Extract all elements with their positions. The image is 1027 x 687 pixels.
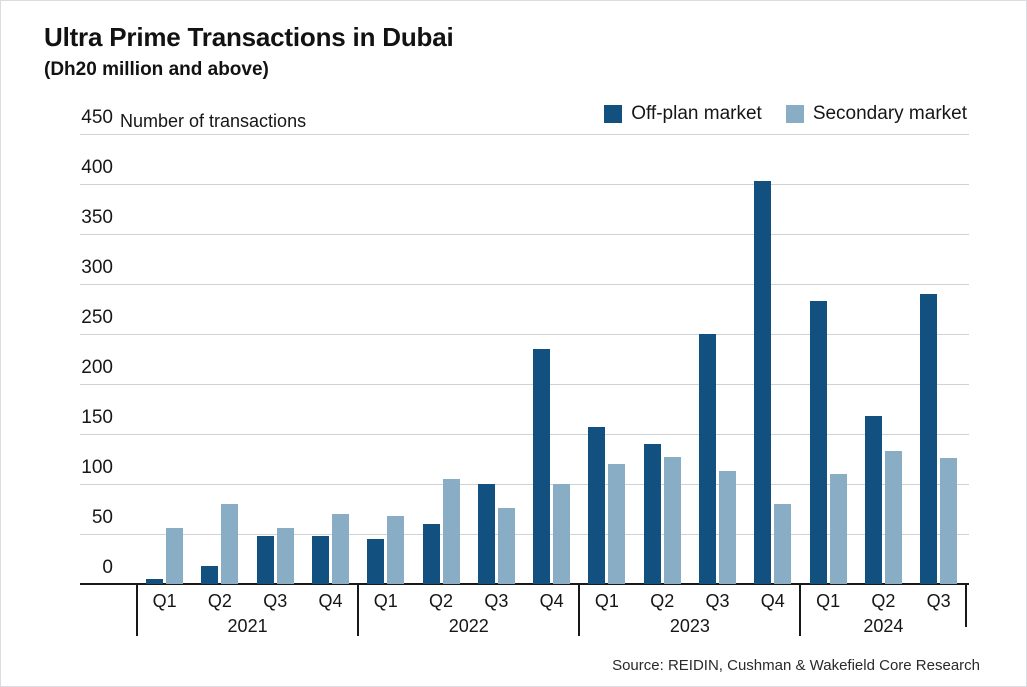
year-divider (965, 584, 968, 627)
gridline-150 (80, 434, 969, 435)
year-divider (136, 584, 138, 636)
chart-subtitle: (Dh20 million and above) (44, 59, 269, 80)
bar-secondary-2024-q1 (829, 474, 847, 584)
quarter-label-2021-Q4: Q4 (318, 591, 343, 611)
year-label-2022: 2022 (448, 616, 489, 636)
gridline-400 (80, 184, 969, 185)
bar-secondary-2023-q3 (719, 471, 737, 584)
y-tick-label-400: 400 (81, 157, 113, 178)
quarter-label-2022-Q3: Q3 (484, 591, 509, 611)
bar-secondary-2023-q2 (663, 457, 681, 584)
quarter-label-2024-Q2: Q2 (871, 591, 896, 611)
y-tick-label-50: 50 (91, 507, 113, 528)
quarter-label-2023-Q1: Q1 (594, 591, 619, 611)
bar-offplan-2024-q3 (920, 294, 938, 584)
legend-label-offplan: Off-plan market (631, 103, 762, 124)
secondary-swatch-icon (785, 105, 804, 123)
quarter-label-2024-Q3: Q3 (926, 591, 951, 611)
gridline-200 (80, 384, 969, 385)
quarter-label-2022-Q2: Q2 (429, 591, 454, 611)
bar-offplan-2023-q2 (643, 444, 661, 584)
bar-secondary-2021-q1 (166, 528, 184, 584)
bar-secondary-2021-q3 (276, 528, 294, 584)
bar-offplan-2023-q4 (754, 181, 772, 584)
bar-offplan-2021-q2 (201, 566, 219, 584)
gridline-250 (80, 334, 969, 335)
year-divider (357, 584, 360, 636)
bar-offplan-2022-q1 (367, 539, 385, 584)
year-divider (799, 584, 802, 636)
quarter-label-2022-Q4: Q4 (539, 591, 564, 611)
x-axis-line (80, 583, 969, 585)
bar-secondary-2024-q2 (884, 451, 902, 584)
bar-offplan-2022-q3 (477, 484, 495, 584)
bar-secondary-2024-q3 (940, 458, 958, 584)
y-tick-label-200: 200 (81, 357, 113, 378)
quarter-label-2023-Q4: Q4 (760, 591, 785, 611)
bar-secondary-2023-q4 (774, 504, 792, 584)
bar-offplan-2024-q1 (809, 301, 827, 584)
gridline-450 (80, 134, 969, 135)
y-tick-label-100: 100 (81, 457, 113, 478)
legend-item-secondary: Secondary market (785, 103, 967, 125)
bar-secondary-2022-q1 (387, 516, 405, 584)
year-label-2024: 2024 (863, 616, 904, 636)
quarter-label-2023-Q3: Q3 (705, 591, 730, 611)
bar-secondary-2022-q4 (553, 484, 571, 584)
gridline-350 (80, 234, 969, 235)
bar-secondary-2021-q2 (221, 504, 239, 584)
bar-secondary-2021-q4 (332, 514, 350, 584)
bar-offplan-2021-q4 (312, 536, 330, 584)
bar-offplan-2021-q1 (146, 579, 164, 584)
bar-offplan-2022-q4 (533, 349, 551, 584)
bar-offplan-2022-q2 (422, 524, 440, 584)
gridline-100 (80, 484, 969, 485)
y-axis-title: Number of transactions (120, 111, 307, 131)
quarter-label-2023-Q2: Q2 (650, 591, 675, 611)
y-tick-label-150: 150 (81, 407, 113, 428)
quarter-label-2021-Q1: Q1 (152, 591, 177, 611)
quarter-label-2021-Q3: Q3 (263, 591, 288, 611)
gridline-50 (80, 534, 969, 535)
bar-secondary-2022-q2 (442, 479, 460, 584)
year-divider (578, 584, 581, 636)
legend-item-offplan: Off-plan market (604, 103, 762, 125)
bar-secondary-2023-q1 (608, 464, 626, 584)
y-tick-label-300: 300 (81, 257, 113, 278)
y-tick-label-250: 250 (81, 307, 113, 328)
quarter-label-2021-Q2: Q2 (207, 591, 232, 611)
bar-offplan-2023-q1 (588, 427, 606, 584)
y-tick-label-450: 450 (81, 107, 113, 128)
legend: Off-plan market Secondary market (604, 103, 967, 125)
year-label-2021: 2021 (227, 616, 268, 636)
bar-offplan-2021-q3 (256, 536, 274, 584)
quarter-label-2022-Q1: Q1 (373, 591, 398, 611)
gridline-300 (80, 284, 969, 285)
bar-secondary-2022-q3 (497, 508, 515, 584)
legend-label-secondary: Secondary market (812, 103, 967, 124)
source-note: Source: REIDIN, Cushman & Wakefield Core… (612, 657, 980, 674)
bar-offplan-2024-q2 (864, 416, 882, 584)
offplan-swatch-icon (604, 105, 623, 123)
bar-offplan-2023-q3 (699, 334, 717, 584)
year-label-2023: 2023 (669, 616, 710, 636)
y-tick-label-350: 350 (81, 207, 113, 228)
chart-title: Ultra Prime Transactions in Dubai (44, 22, 454, 52)
y-tick-label-0: 0 (102, 557, 113, 578)
quarter-label-2024-Q1: Q1 (816, 591, 841, 611)
